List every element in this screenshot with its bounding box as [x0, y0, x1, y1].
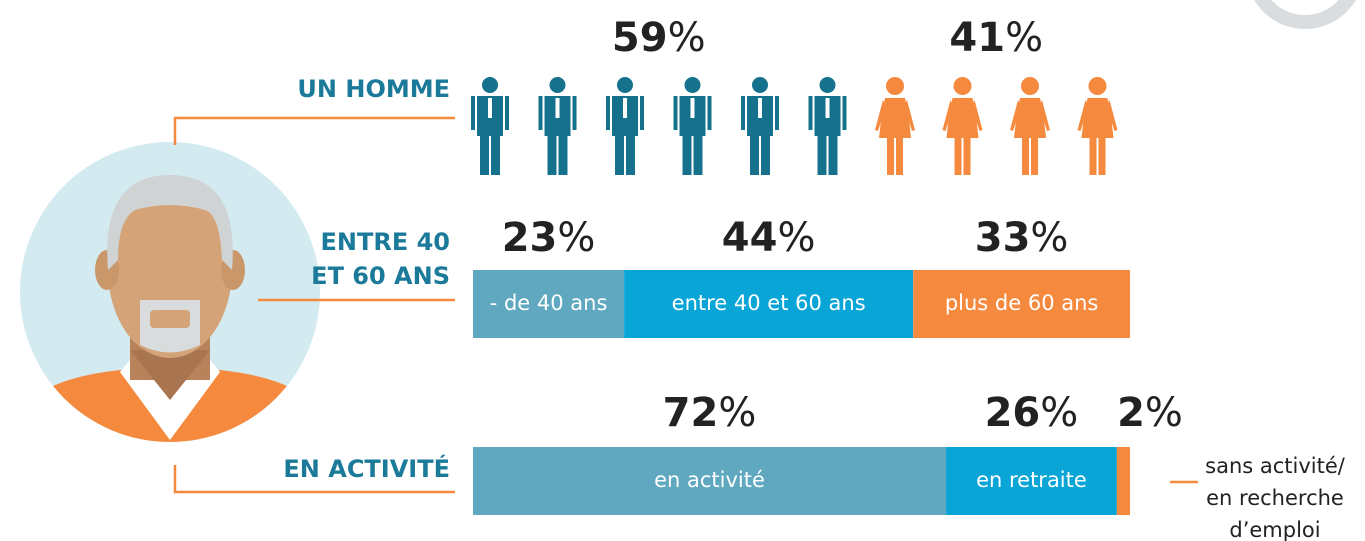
icon-part [617, 77, 633, 93]
segment-label: entre 40 et 60 ans [672, 291, 866, 315]
infographic: UN HOMME59%41%ENTRE 40ET 60 ANS23%- de 4… [0, 0, 1365, 541]
icon-part [775, 96, 779, 130]
segment-label: en retraite [976, 468, 1087, 492]
icon-part [761, 134, 770, 175]
segment-label: d’emploi [1229, 518, 1320, 541]
icon-part [1089, 77, 1107, 95]
row-label: UN HOMME [297, 75, 450, 103]
icon-part [573, 96, 577, 130]
percentage: 23% [502, 215, 596, 261]
row-label: ET 60 ANS [311, 262, 450, 290]
percentage: 33% [975, 215, 1069, 261]
icon-part [615, 134, 624, 175]
icon-part [556, 98, 560, 118]
percentage-unit: % [1040, 390, 1078, 436]
icon-part [623, 98, 627, 118]
icon-part [886, 77, 904, 95]
percentage-value: 33 [975, 215, 1031, 261]
icon-part [1031, 138, 1038, 175]
icon-part [683, 134, 692, 175]
percentage-value: 23 [502, 215, 558, 261]
segment-label: sans activité/ [1205, 454, 1346, 478]
percentage-unit: % [557, 215, 595, 261]
icon-part [559, 134, 568, 175]
icon-part [482, 77, 498, 93]
icon-part [818, 134, 827, 175]
icon-part [758, 98, 762, 118]
percentage: 59% [612, 15, 706, 61]
icon-part [826, 98, 830, 118]
icon-part [548, 134, 557, 175]
icon-part [606, 96, 610, 130]
icon-part [550, 77, 566, 93]
row-label: ENTRE 40 [321, 228, 450, 256]
icon-part [887, 138, 894, 175]
icon-part [752, 77, 768, 93]
percentage-value: 26 [985, 390, 1041, 436]
icon-part [820, 77, 836, 93]
icon-part [955, 138, 962, 175]
icon-part [1022, 138, 1029, 175]
icon-part [691, 98, 695, 118]
segment-label: plus de 60 ans [945, 291, 1099, 315]
icon-part [1099, 138, 1106, 175]
percentage-unit: % [1030, 215, 1068, 261]
percentage: 72% [663, 390, 757, 436]
icon-part [471, 96, 475, 130]
corner-decoration [1253, 0, 1357, 22]
percentage-unit: % [668, 15, 706, 61]
row-label: EN ACTIVITÉ [283, 454, 450, 483]
percentage-value: 59 [612, 15, 668, 61]
percentage: 44% [722, 215, 816, 261]
percentage: 2% [1117, 390, 1183, 436]
icon-part [896, 138, 903, 175]
percentage-unit: % [1145, 390, 1183, 436]
icon-part [694, 134, 703, 175]
percentage-unit: % [1005, 15, 1043, 61]
segment-label: en recherche [1206, 486, 1344, 510]
percentage-value: 72 [663, 390, 719, 436]
icon-part [964, 138, 971, 175]
percentage: 26% [985, 390, 1079, 436]
icon-part [829, 134, 838, 175]
icon-group [471, 77, 847, 175]
icon-group [875, 77, 1118, 175]
icon-part [809, 96, 813, 130]
icon-part [1090, 138, 1097, 175]
percentage: 41% [949, 15, 1043, 61]
percentage-unit: % [777, 215, 815, 261]
icon-part [954, 77, 972, 95]
percentage-value: 41 [949, 15, 1005, 61]
icon-part [505, 96, 509, 130]
icon-part [539, 96, 543, 130]
icon-part [491, 134, 500, 175]
bar-segment [1117, 447, 1130, 515]
icon-part [685, 77, 701, 93]
percentage-value: 44 [722, 215, 778, 261]
segment-label: en activité [654, 468, 765, 492]
segment-label: - de 40 ans [490, 291, 608, 315]
icon-part [480, 134, 489, 175]
icon-part [843, 96, 847, 130]
icon-part [1021, 77, 1039, 95]
icon-part [741, 96, 745, 130]
icon-part [674, 96, 678, 130]
icon-part [708, 96, 712, 130]
icon-part [750, 134, 759, 175]
percentage-unit: % [718, 390, 756, 436]
icon-part [640, 96, 644, 130]
percentage-value: 2 [1117, 390, 1145, 436]
icon-part [488, 98, 492, 118]
icon-part [626, 134, 635, 175]
